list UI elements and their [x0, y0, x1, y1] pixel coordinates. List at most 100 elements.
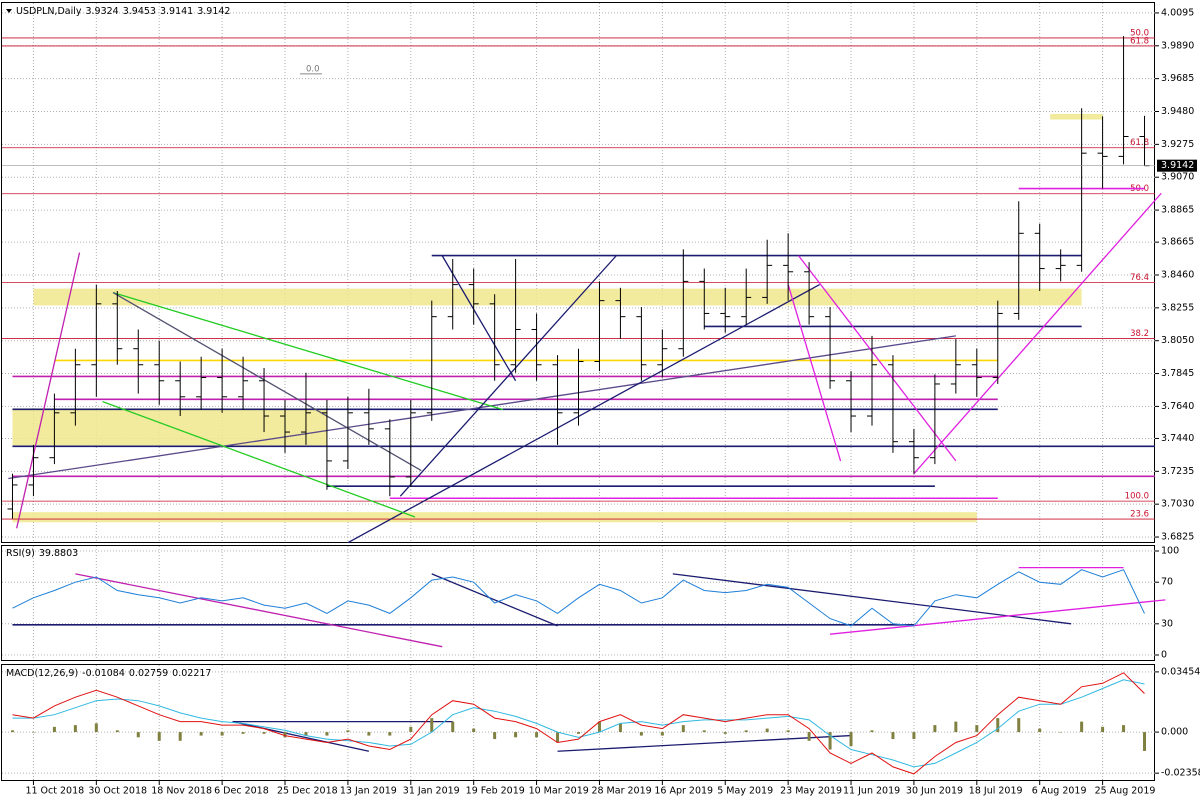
y-tick-label: 3.7640 — [1161, 401, 1194, 412]
y-tick-label: 30 — [1161, 618, 1173, 629]
macd-histogram-bar — [1101, 726, 1105, 733]
macd-histogram-bar — [849, 732, 853, 747]
fib-label: 38.2 — [1130, 329, 1149, 339]
rsi-line — [12, 569, 1145, 627]
fib-label: 61.8 — [1130, 138, 1149, 148]
trend-line — [672, 573, 1072, 625]
x-tick-label: 16 Apr 2019 — [654, 786, 713, 797]
macd-histogram-bar — [723, 732, 727, 734]
macd-histogram-bar — [220, 732, 224, 736]
x-tick-label: 30 Jun 2019 — [906, 786, 963, 797]
macd-histogram-bar — [639, 732, 643, 736]
fib-label: 61.8 — [1130, 36, 1149, 46]
fib-label: 23.6 — [1130, 510, 1149, 520]
macd-title: MACD(12,26,9) — [6, 668, 78, 679]
x-tick-label: 28 Mar 2019 — [591, 786, 651, 797]
rsi-header: RSI(9) 39.8803 — [6, 548, 78, 559]
macd-histogram-bar — [681, 725, 685, 733]
macd-histogram-bar — [157, 732, 161, 741]
x-tick-label: 11 Oct 2018 — [25, 786, 84, 797]
fib-label: 100.0 — [1125, 492, 1149, 502]
y-tick-label: 3.9275 — [1161, 139, 1194, 150]
y-tick-label: 3.7440 — [1161, 433, 1194, 444]
macd-histogram-bar — [660, 732, 664, 736]
macd-histogram-bar — [115, 730, 119, 733]
macd-histogram-bar — [451, 721, 455, 733]
macd-histogram-bar — [1122, 725, 1126, 733]
x-tick-label: 13 Jan 2019 — [340, 786, 397, 797]
y-tick-label: 3.7845 — [1161, 368, 1194, 379]
x-tick-label: 10 Mar 2019 — [529, 786, 589, 797]
macd-histogram-bar — [577, 732, 580, 734]
x-tick-label: 30 Oct 2018 — [88, 786, 147, 797]
trend-line — [787, 284, 842, 462]
y-tick-label: 3.9070 — [1161, 172, 1194, 183]
layers: 4.0095 3.9890 3.9685 3.9480 3.9275 3.9070 3.88… — [2, 3, 1200, 797]
macd-histogram-bar — [199, 732, 203, 736]
macd-histogram-bar — [786, 730, 790, 733]
macd-histogram-bar — [702, 730, 706, 733]
high-value: 3.9453 — [123, 6, 156, 17]
macd-histogram-bar — [430, 718, 434, 733]
x-tick-label: 25 Dec 2018 — [277, 786, 338, 797]
macd-signal-value: 0.02759 — [129, 668, 168, 679]
macd-histogram-bar — [388, 732, 392, 736]
x-tick-label: 6 Aug 2019 — [1032, 786, 1087, 797]
macd-histogram-bar — [618, 723, 622, 733]
x-tick-label: 5 May 2019 — [717, 786, 773, 797]
last-price-label: 3.9142 — [1161, 160, 1194, 171]
macd-histogram-bar — [597, 721, 601, 733]
y-tick-label: 3.8665 — [1161, 237, 1194, 248]
rsi-value: 39.8803 — [39, 548, 78, 559]
macd-histogram-bar — [1059, 732, 1063, 733]
macd-histogram-bar — [346, 730, 350, 733]
y-tick-label: 3.7235 — [1161, 466, 1194, 477]
price-panel-frame — [1, 2, 1155, 543]
y-tick-label: 70 — [1161, 577, 1173, 588]
trend-line — [8, 335, 956, 480]
macd-histogram-bar — [52, 726, 56, 733]
macd-histogram-bar — [891, 732, 895, 740]
macd-histogram-bar — [744, 730, 748, 733]
x-tick-label: 18 Jul 2019 — [969, 786, 1023, 797]
panel-menu-icon[interactable] — [6, 9, 12, 13]
trend-line — [399, 255, 617, 497]
macd-histogram-bar — [996, 718, 1000, 733]
x-tick-label: 18 Nov 2018 — [151, 786, 212, 797]
macd-histogram-bar — [10, 730, 14, 733]
y-tick-label: 3.8050 — [1161, 335, 1194, 346]
rsi-title: RSI(9) — [6, 548, 35, 559]
macd-panel-frame — [1, 664, 1155, 781]
x-tick-label: 31 Jan 2019 — [403, 786, 460, 797]
macd-histogram-bar — [912, 732, 916, 740]
macd-histogram-bar — [954, 721, 958, 733]
macd-header: MACD(12,26,9) -0.01084 0.02759 0.02217 — [6, 668, 211, 679]
y-tick-label: 3.9890 — [1161, 40, 1194, 51]
macd-histogram-bar — [178, 732, 182, 741]
macd-histogram-bar — [472, 728, 476, 733]
macd-histogram-bar — [304, 732, 308, 736]
macd-line — [12, 672, 1145, 775]
trend-line — [232, 720, 370, 752]
macd-histogram-bar — [1038, 728, 1042, 733]
y-tick-label: 3.8255 — [1161, 302, 1194, 313]
macd-histogram-bar — [828, 732, 832, 750]
x-tick-label: 23 May 2019 — [780, 786, 842, 797]
y-tick-label: 3.9480 — [1161, 106, 1194, 117]
rsi-panel-frame — [1, 545, 1155, 661]
y-tick-label: 0 — [1161, 650, 1167, 661]
trend-line — [112, 291, 504, 411]
macd-histogram-bar — [933, 725, 937, 733]
macd-histogram-bar — [325, 732, 329, 736]
trend-line — [798, 255, 957, 462]
macd-histogram-bar — [1080, 721, 1084, 733]
y-tick-label: 3.8460 — [1161, 269, 1194, 280]
trend-line — [75, 573, 443, 648]
macd-histogram-bar — [31, 732, 35, 733]
macd-histogram-bar — [493, 732, 497, 740]
trend-line — [347, 284, 820, 544]
x-tick-label: 6 Dec 2018 — [214, 786, 269, 797]
symbol-title: USDPLN,Daily — [16, 6, 82, 17]
macd-histogram-bar — [870, 730, 874, 733]
y-tick-label: 4.0095 — [1161, 7, 1194, 18]
